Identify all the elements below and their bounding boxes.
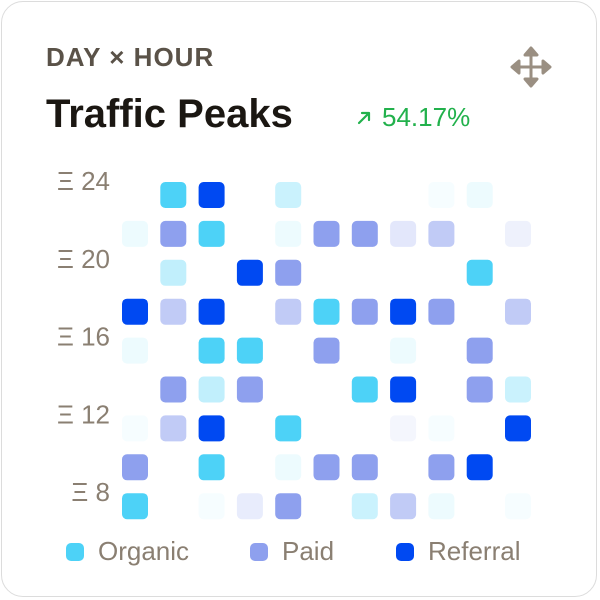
heatmap-cell[interactable] bbox=[198, 376, 225, 403]
legend-swatch bbox=[396, 542, 414, 561]
heatmap-cell[interactable] bbox=[122, 220, 148, 247]
y-tick-label: Ξ 16 bbox=[57, 322, 110, 352]
heatmap-cell[interactable] bbox=[160, 376, 187, 403]
heatmap-cell[interactable] bbox=[351, 376, 378, 403]
heatmap-cell[interactable] bbox=[428, 298, 455, 325]
heatmap-cell[interactable] bbox=[351, 298, 378, 325]
heatmap-cell[interactable] bbox=[236, 259, 263, 286]
heatmap-cell[interactable] bbox=[505, 376, 531, 403]
heatmap-cell[interactable] bbox=[351, 493, 378, 520]
heatmap-cell[interactable] bbox=[275, 298, 302, 325]
heatmap-cell[interactable] bbox=[313, 298, 340, 325]
heatmap-cell[interactable] bbox=[466, 337, 493, 364]
heatmap-cell[interactable] bbox=[198, 182, 225, 208]
heatmap-cell[interactable] bbox=[160, 220, 187, 247]
heatmap-cell[interactable] bbox=[428, 493, 455, 520]
heatmap-cell[interactable] bbox=[198, 220, 225, 247]
heatmap-cell[interactable] bbox=[236, 376, 263, 403]
heatmap-cell[interactable] bbox=[275, 493, 302, 520]
heatmap-cell[interactable] bbox=[122, 298, 148, 325]
arrow-up-right-icon bbox=[357, 111, 371, 124]
legend-swatch bbox=[250, 542, 268, 561]
heatmap-cell[interactable] bbox=[160, 298, 187, 325]
heatmap-cell[interactable] bbox=[466, 182, 493, 208]
heatmap-cell[interactable] bbox=[428, 415, 455, 442]
heatmap-cell[interactable] bbox=[428, 454, 455, 481]
heatmap-cell[interactable] bbox=[466, 376, 493, 403]
heatmap-cell[interactable] bbox=[313, 454, 340, 481]
heatmap-cell[interactable] bbox=[428, 182, 455, 208]
move-arrows-icon[interactable] bbox=[508, 44, 554, 90]
legend-item-paid[interactable]: Paid bbox=[250, 536, 334, 567]
legend-item-organic[interactable]: Organic bbox=[66, 536, 189, 567]
legend-label: Paid bbox=[282, 536, 335, 566]
heatmap-cell[interactable] bbox=[390, 376, 417, 403]
heatmap-cell[interactable] bbox=[505, 415, 531, 442]
heatmap-cell[interactable] bbox=[160, 182, 187, 208]
heatmap-cell[interactable] bbox=[275, 182, 302, 208]
heatmap-cell[interactable] bbox=[466, 454, 493, 481]
heatmap-cell[interactable] bbox=[198, 454, 225, 481]
heatmap-cell[interactable] bbox=[390, 220, 417, 247]
heatmap-cell[interactable] bbox=[351, 454, 378, 481]
chart-title: Traffic Peaks bbox=[46, 92, 293, 136]
heatmap-cell[interactable] bbox=[160, 259, 187, 286]
heatmap-cell[interactable] bbox=[198, 298, 225, 325]
heatmap-cell[interactable] bbox=[236, 337, 263, 364]
delta-indicator: 54.17% bbox=[356, 102, 470, 133]
legend-swatch bbox=[66, 542, 84, 561]
heatmap-cell[interactable] bbox=[505, 298, 531, 325]
heatmap-cell[interactable] bbox=[198, 337, 225, 364]
heatmap-cell[interactable] bbox=[275, 454, 302, 481]
y-tick-label: Ξ 24 bbox=[57, 166, 110, 196]
heatmap-cell[interactable] bbox=[313, 337, 340, 364]
heatmap-cell[interactable] bbox=[505, 493, 531, 520]
heatmap-cell[interactable] bbox=[122, 415, 148, 442]
heatmap-cell[interactable] bbox=[351, 220, 378, 247]
heatmap-cell[interactable] bbox=[313, 220, 340, 247]
heatmap-cell[interactable] bbox=[275, 220, 302, 247]
chart-eyebrow: DAY × HOUR bbox=[46, 42, 215, 72]
heatmap-cell[interactable] bbox=[390, 415, 417, 442]
legend-label: Referral bbox=[428, 536, 521, 566]
y-tick-label: Ξ 12 bbox=[57, 399, 110, 429]
heatmap-cell[interactable] bbox=[466, 259, 493, 286]
delta-value: 54.17% bbox=[382, 102, 471, 132]
y-tick-label: Ξ 20 bbox=[57, 244, 110, 274]
heatmap-cell[interactable] bbox=[505, 220, 531, 247]
heatmap-cell[interactable] bbox=[390, 337, 417, 364]
heatmap-cell[interactable] bbox=[390, 298, 417, 325]
heatmap-cell[interactable] bbox=[390, 493, 417, 520]
chart-legend: Organic Paid Referral bbox=[0, 530, 600, 570]
heatmap-cell[interactable] bbox=[236, 493, 263, 520]
heatmap-cell[interactable] bbox=[428, 220, 455, 247]
heatmap-cell[interactable] bbox=[198, 493, 225, 520]
heatmap-cell[interactable] bbox=[122, 337, 148, 364]
heatmap-cell[interactable] bbox=[275, 415, 302, 442]
heatmap-cell[interactable] bbox=[275, 259, 302, 286]
heatmap-cell[interactable] bbox=[198, 415, 225, 442]
legend-label: Organic bbox=[98, 536, 190, 566]
heatmap-cell[interactable] bbox=[122, 454, 148, 481]
heatmap-cell[interactable] bbox=[160, 415, 187, 442]
legend-item-referral[interactable]: Referral bbox=[396, 536, 520, 567]
heatmap-cell[interactable] bbox=[122, 493, 148, 520]
y-tick-label: Ξ 8 bbox=[71, 477, 110, 507]
